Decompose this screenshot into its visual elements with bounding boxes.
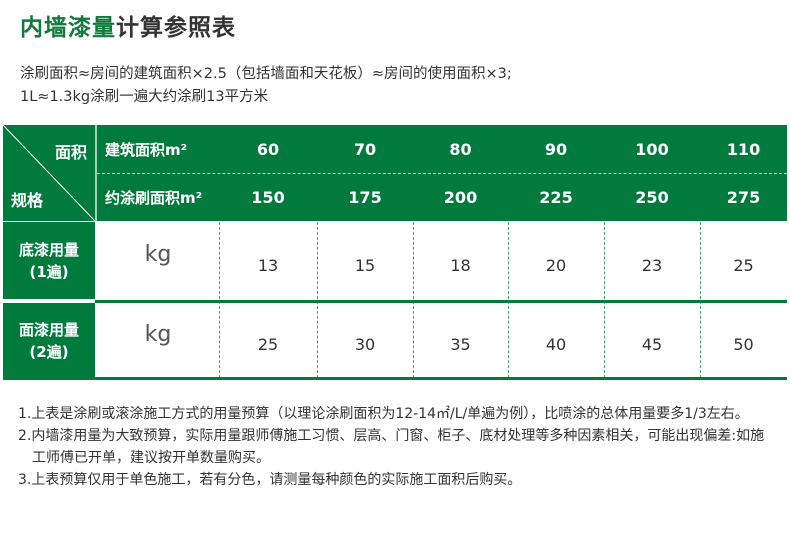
building-area-value: 100: [604, 125, 700, 173]
primer-label-line: 底漆用量: [18, 240, 79, 259]
paint-area-value: 250: [604, 173, 700, 221]
paint-area-value: 200: [413, 173, 508, 221]
paint-area-value: 150: [219, 173, 317, 221]
topcoat-label: 面漆用量 (2遍): [3, 303, 95, 378]
topcoat-value: 45: [641, 334, 663, 354]
primer-value: 13: [257, 255, 279, 275]
divider: [97, 173, 787, 174]
paint-area-value: 225: [508, 173, 604, 221]
primer-value: 23: [641, 255, 663, 275]
building-area-value: 60: [219, 125, 317, 173]
topcoat-value: 50: [733, 334, 754, 354]
primer-value: 25: [733, 255, 754, 275]
building-area-value: 110: [700, 125, 787, 173]
topcoat-value: 35: [450, 334, 471, 354]
divider: [95, 125, 97, 221]
primer-value: 20: [545, 255, 567, 275]
page-title: 内墙漆量计算参照表: [20, 8, 236, 42]
row-label-building-area: 建筑面积m²: [97, 125, 219, 173]
intro-text: 涂刷面积≈房间的建筑面积×2.5（包括墙面和天花板）≈房间的使用面积×3; 1L…: [20, 63, 512, 109]
corner-bottom-label: 规格: [11, 191, 44, 210]
intro-line: 1L≈1.3kg涂刷一遍大约涂刷13平方米: [20, 89, 269, 105]
paint-area-value: 275: [700, 173, 787, 221]
note-item: 1.上表是涂刷或滚涂施工方式的用量预算（以理论涂刷面积为12-14㎡/L/单遍为…: [18, 406, 749, 422]
intro-line: 涂刷面积≈房间的建筑面积×2.5（包括墙面和天花板）≈房间的使用面积×3;: [20, 66, 512, 82]
notes: 1.上表是涂刷或滚涂施工方式的用量预算（以理论涂刷面积为12-14㎡/L/单遍为…: [18, 403, 777, 491]
row-label-paint-area: 约涂刷面积m²: [97, 173, 219, 221]
paint-table: 面积 规格 建筑面积m² 约涂刷面积m² 60 150 13 25 70 175 15 30 8…: [3, 125, 787, 380]
note-item: 3.上表预算仅用于单色施工，若有分色，请测量每种颜色的实际施工面积后购买。: [18, 472, 522, 488]
topcoat-value: 30: [354, 334, 376, 354]
topcoat-value: 40: [545, 334, 567, 354]
title-rest: 计算参照表: [116, 15, 236, 41]
primer-value: 18: [450, 255, 471, 275]
topcoat-label-line: (2遍): [29, 342, 69, 361]
corner-top-label: 面积: [54, 143, 87, 162]
diagonal-line: [3, 125, 95, 221]
topcoat-label-line: 面漆用量: [18, 320, 79, 339]
divider: [3, 377, 787, 380]
primer-unit: kg: [144, 242, 172, 267]
topcoat-unit: kg: [144, 322, 172, 347]
topcoat-value: 25: [257, 334, 279, 354]
primer-label-line: (1遍): [29, 262, 69, 281]
primer-label: 底漆用量 (1遍): [3, 222, 95, 299]
divider: [3, 300, 787, 303]
primer-value: 15: [354, 255, 376, 275]
note-item: 2.内墙漆用量为大致预算，实际用量跟师傅施工习惯、层高、门窗、柜子、底材处理等多…: [18, 428, 765, 466]
building-area-value: 90: [508, 125, 604, 173]
building-area-value: 80: [413, 125, 508, 173]
building-area-value: 70: [317, 125, 413, 173]
paint-area-value: 175: [317, 173, 413, 221]
corner-cell: 面积 规格: [3, 125, 95, 221]
divider: [3, 300, 95, 303]
title-highlight: 内墙漆量: [20, 15, 116, 41]
